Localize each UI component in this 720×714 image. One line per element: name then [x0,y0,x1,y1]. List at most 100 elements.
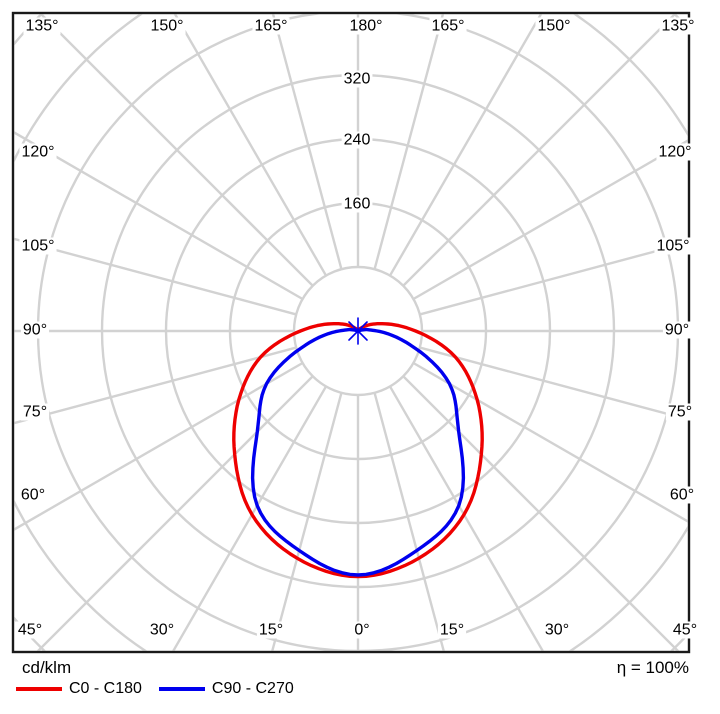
angle-label-halo [20,403,50,421]
grid-ray [14,361,304,531]
angle-label-halo [347,17,385,35]
radial-tick-label-group: 160 [341,195,373,213]
angle-label-halo [252,17,290,35]
radial-tick-label-group: 320 [341,70,373,88]
angle-label: 105° [656,238,689,255]
angle-label-group: 105° [19,237,57,255]
angle-label: 15° [440,622,464,639]
angle-label-group: 120° [19,143,57,161]
angle-label-halo [19,143,57,161]
radial-tick-label: 240 [344,132,371,149]
angle-label-halo [656,143,694,161]
angle-label-group: 90° [662,321,692,339]
radial-tick-label-halo [341,195,373,213]
angle-label-group: 15° [437,621,467,639]
angle-label-halo [662,321,692,339]
grid-ray [412,361,688,523]
angle-label: 60° [670,487,694,504]
grid-ray [271,392,343,651]
angle-label: 105° [21,238,54,255]
grid-ray [271,14,343,270]
angle-label: 30° [150,622,174,639]
angle-label-halo [20,321,50,339]
grid-ray [14,237,297,316]
angle-label-group: 135° [23,17,61,35]
radial-tick-label: 320 [344,71,371,88]
angle-label-halo [659,17,697,35]
angle-label: 165° [254,18,287,35]
angle-label: 135° [25,18,58,35]
angle-label-group: 45° [15,621,45,639]
angle-label-group: 45° [670,621,700,639]
legend-line-c90-c270 [158,687,205,691]
angle-label: 30° [545,622,569,639]
angle-label: 135° [661,18,694,35]
series-curve-c90-c270 [250,327,466,577]
angle-label: 120° [658,144,691,161]
angle-label: 90° [23,322,47,339]
angle-label-group: 30° [147,621,177,639]
radial-tick-label: 160 [344,196,371,213]
angle-label-group: 90° [20,321,50,339]
angle-label-halo [437,621,467,639]
angle-label-group: 60° [667,486,697,504]
center-marker-arm [348,321,368,341]
grid-ray [412,139,688,301]
footer-row: cd/klm η = 100% [22,658,689,678]
angle-label: 165° [431,18,464,35]
angle-label-halo [542,621,572,639]
efficiency-label: η = 100% [616,658,689,677]
grid-ray [14,346,297,425]
legend-label-c90-c270: C90 - C270 [211,680,294,697]
angle-label-halo [535,17,573,35]
grid-ray [14,131,304,301]
grid-ray [373,392,445,651]
grid-ray [39,14,314,287]
angle-label: 0° [354,622,369,639]
angle-label: 120° [21,144,54,161]
angle-label-halo [665,403,695,421]
angle-label-halo [18,486,48,504]
angle-label: 150° [150,18,183,35]
grid-ray [388,385,544,651]
grid-ray [36,375,314,651]
angle-label-halo [148,17,186,35]
angle-label-group: 165° [429,17,467,35]
legend: C0 - C180 C90 - C270 [16,680,294,697]
angle-label-halo [15,621,45,639]
angle-label: 60° [21,487,45,504]
angle-label-group: 150° [148,17,186,35]
units-label: cd/klm [22,658,72,677]
grid-ray [419,241,688,316]
angle-label-halo [23,17,61,35]
grid-ray [419,346,688,421]
angle-label-group: 120° [656,143,694,161]
angle-label: 15° [259,622,283,639]
grid-ray [402,14,677,287]
angle-label-halo [670,621,700,639]
angle-label: 90° [665,322,689,339]
angle-label-group: 180° [347,17,385,35]
angle-label-group: 150° [535,17,573,35]
angle-label: 75° [23,404,47,421]
angle-label: 45° [18,622,42,639]
angle-label-halo [256,621,286,639]
angle-label: 45° [673,622,697,639]
grid-ray [402,375,680,651]
angle-label-group: 105° [654,237,692,255]
grid-ray [172,385,328,651]
angle-label-halo [429,17,467,35]
angle-label-group: 60° [18,486,48,504]
angle-label-group: 135° [659,17,697,35]
grid-ray [388,14,543,277]
angle-label-halo [667,486,697,504]
angle-label: 75° [668,404,692,421]
angle-label-halo [147,621,177,639]
angle-label-group: 75° [665,403,695,421]
radial-tick-label-halo [341,70,373,88]
angle-label-group: 165° [252,17,290,35]
center-marker [348,317,368,345]
radial-tick-label-group: 240 [341,131,373,149]
